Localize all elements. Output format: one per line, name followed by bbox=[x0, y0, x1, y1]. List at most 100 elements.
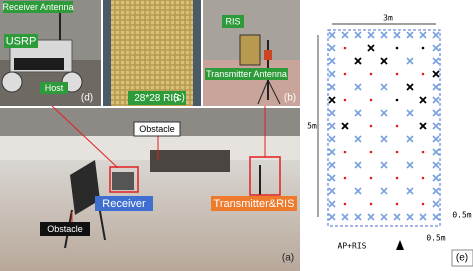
grid-marker bbox=[329, 162, 335, 168]
label: Receiver Antenna bbox=[2, 2, 73, 12]
grid-marker bbox=[433, 136, 439, 142]
grid-marker bbox=[433, 71, 439, 77]
grid-marker bbox=[329, 149, 335, 155]
grid-marker bbox=[433, 149, 439, 155]
grid-marker bbox=[407, 84, 413, 90]
grid-marker bbox=[368, 45, 374, 51]
grid-marker bbox=[355, 58, 361, 64]
grid-marker bbox=[420, 97, 426, 103]
grid-marker bbox=[342, 214, 348, 220]
grid-marker bbox=[433, 214, 439, 220]
grid-marker bbox=[433, 201, 439, 207]
grid-marker bbox=[433, 110, 439, 116]
grid-marker bbox=[422, 151, 425, 154]
grid-marker bbox=[396, 73, 399, 76]
grid-marker bbox=[433, 97, 439, 103]
grid-marker bbox=[329, 84, 335, 90]
grid-marker bbox=[342, 32, 348, 38]
label: Host bbox=[45, 83, 64, 93]
grid-marker bbox=[407, 188, 413, 194]
grid-marker bbox=[381, 214, 387, 220]
grid-marker bbox=[407, 32, 413, 38]
grid-marker bbox=[396, 177, 399, 180]
grid-marker bbox=[381, 162, 387, 168]
grid-marker bbox=[381, 136, 387, 142]
grid-marker bbox=[422, 73, 425, 76]
label: USRP bbox=[6, 35, 37, 47]
panel-tag: (b) bbox=[284, 93, 296, 104]
grid-marker bbox=[396, 47, 399, 50]
label: Receiver bbox=[102, 198, 146, 210]
grid-marker bbox=[420, 32, 426, 38]
grid-marker bbox=[396, 151, 399, 154]
grid-marker bbox=[370, 151, 373, 154]
grid-marker bbox=[355, 214, 361, 220]
grid-marker bbox=[381, 58, 387, 64]
label: Obstacle bbox=[47, 224, 83, 234]
grid-marker bbox=[381, 110, 387, 116]
grid-marker bbox=[433, 32, 439, 38]
grid-marker bbox=[355, 136, 361, 142]
grid-marker bbox=[329, 32, 335, 38]
grid-marker bbox=[433, 123, 439, 129]
grid-marker bbox=[344, 47, 347, 50]
grid-marker bbox=[422, 203, 425, 206]
panel-tag: (c) bbox=[173, 93, 185, 104]
grid-marker bbox=[422, 177, 425, 180]
panel-d: Receiver Antenna USRP Host (d) bbox=[0, 0, 101, 106]
grid-marker bbox=[407, 162, 413, 168]
grid-marker bbox=[344, 99, 347, 102]
grid-marker bbox=[396, 99, 399, 102]
grid-marker bbox=[344, 177, 347, 180]
label: Obstacle bbox=[139, 124, 175, 134]
grid-marker bbox=[368, 32, 374, 38]
panel-tag: (a) bbox=[282, 253, 294, 264]
dimension: 3m bbox=[383, 14, 393, 23]
panel-e: 3m 5m 0.5m 0.5m AP+RIS (e) bbox=[307, 14, 473, 267]
grid-marker bbox=[394, 32, 400, 38]
dimension: 0.5m bbox=[426, 234, 445, 243]
grid-marker bbox=[433, 162, 439, 168]
grid-marker bbox=[407, 214, 413, 220]
grid-marker bbox=[420, 123, 426, 129]
panel-c: 28*28 RIS (c) bbox=[103, 0, 201, 106]
grid-marker bbox=[355, 110, 361, 116]
grid-marker bbox=[355, 162, 361, 168]
grid-marker bbox=[329, 214, 335, 220]
label: Transmitter&RIS bbox=[214, 198, 295, 210]
grid-marker bbox=[420, 214, 426, 220]
panel-a: Obstacle Receiver Transmitter&RIS Obstac… bbox=[0, 106, 300, 271]
grid-marker bbox=[355, 188, 361, 194]
grid-marker bbox=[344, 151, 347, 154]
grid-marker bbox=[368, 214, 374, 220]
grid-marker bbox=[407, 136, 413, 142]
grid-marker bbox=[329, 58, 335, 64]
grid-marker bbox=[370, 203, 373, 206]
grid-marker bbox=[329, 136, 335, 142]
grid-marker bbox=[370, 177, 373, 180]
ap-label: AP+RIS bbox=[338, 242, 367, 251]
grid-marker bbox=[342, 123, 348, 129]
grid-marker bbox=[381, 32, 387, 38]
grid-marker bbox=[344, 73, 347, 76]
grid-marker bbox=[344, 203, 347, 206]
grid-marker bbox=[329, 45, 335, 51]
grid-marker bbox=[394, 214, 400, 220]
grid-marker bbox=[329, 110, 335, 116]
grid-marker bbox=[329, 123, 335, 129]
panel-tag: (d) bbox=[81, 93, 93, 104]
grid-marker bbox=[329, 201, 335, 207]
grid-marker bbox=[355, 32, 361, 38]
grid-marker bbox=[329, 175, 335, 181]
grid-marker bbox=[422, 47, 425, 50]
grid-marker bbox=[396, 203, 399, 206]
grid-marker bbox=[433, 45, 439, 51]
panel-b: RIS Transmitter Antenna (b) bbox=[203, 0, 300, 106]
label: Transmitter Antenna bbox=[206, 69, 287, 79]
label: RIS bbox=[225, 16, 240, 26]
grid-marker bbox=[370, 99, 373, 102]
grid-marker bbox=[381, 84, 387, 90]
grid-marker bbox=[407, 58, 413, 64]
grid-marker bbox=[396, 125, 399, 128]
figure: Receiver Antenna USRP Host (d) 28*28 RIS… bbox=[0, 0, 473, 271]
